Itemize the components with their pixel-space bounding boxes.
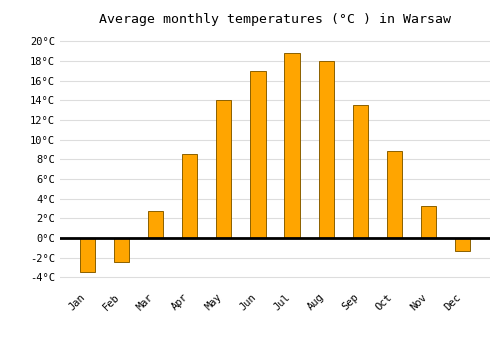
Bar	[148, 211, 163, 238]
Bar	[455, 238, 470, 251]
Bar	[182, 154, 198, 238]
Bar	[421, 206, 436, 238]
Title: Average monthly temperatures (°C ) in Warsaw: Average monthly temperatures (°C ) in Wa…	[99, 13, 451, 26]
Bar	[216, 100, 232, 238]
Bar	[250, 71, 266, 238]
Bar	[387, 152, 402, 238]
Bar	[352, 105, 368, 238]
Bar	[284, 53, 300, 238]
Bar	[80, 238, 95, 272]
Bar	[114, 238, 129, 262]
Bar	[318, 61, 334, 238]
